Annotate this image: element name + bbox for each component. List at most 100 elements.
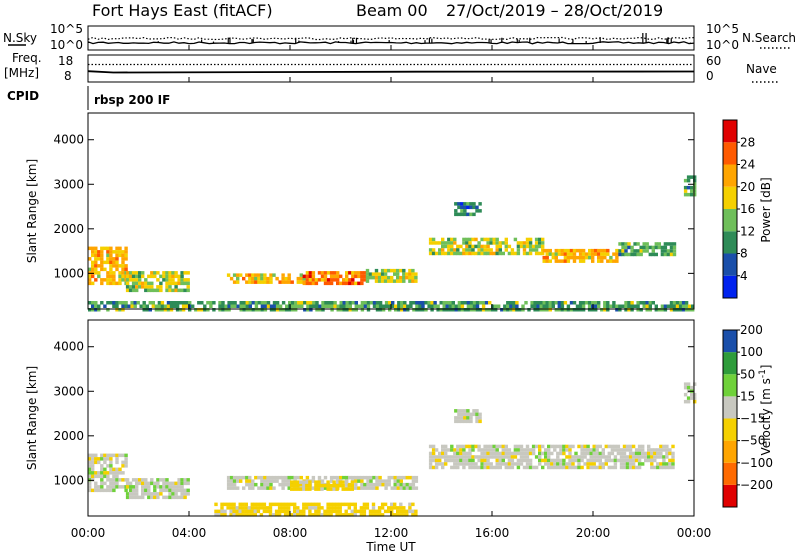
velocity-cell bbox=[631, 465, 636, 470]
velocity-cell bbox=[112, 471, 116, 475]
velocity-cell bbox=[214, 509, 218, 514]
power-cell bbox=[372, 304, 377, 308]
velocity-cell bbox=[411, 482, 416, 487]
velocity-cell bbox=[441, 451, 445, 456]
power-cell bbox=[272, 273, 276, 277]
velocity-cell bbox=[683, 399, 688, 404]
velocity-cell bbox=[365, 502, 370, 507]
velocity-cell bbox=[634, 455, 639, 459]
power-cell bbox=[375, 301, 380, 305]
velocity-cell bbox=[522, 458, 527, 463]
velocity-cell bbox=[390, 509, 394, 514]
power-cell bbox=[528, 248, 533, 252]
velocity-cell bbox=[311, 502, 315, 507]
power-cell bbox=[418, 301, 422, 305]
power-cell bbox=[106, 257, 110, 261]
velocity-cell bbox=[260, 486, 264, 490]
power-cell bbox=[534, 241, 539, 245]
power-cell bbox=[421, 304, 425, 308]
power-cell bbox=[135, 271, 139, 275]
power-cell bbox=[591, 252, 595, 256]
power-cell bbox=[686, 185, 691, 190]
velocity-cell bbox=[399, 502, 403, 507]
power-cell bbox=[539, 308, 543, 312]
velocity-cell bbox=[344, 509, 348, 514]
velocity-cell bbox=[510, 455, 515, 459]
power-cell bbox=[597, 252, 601, 256]
power-cell bbox=[522, 241, 527, 245]
velocity-cell bbox=[271, 513, 276, 517]
velocity-cell bbox=[296, 487, 300, 491]
power-cell bbox=[618, 249, 622, 253]
power-cell bbox=[88, 301, 92, 305]
power-cell bbox=[436, 304, 440, 308]
power-cell bbox=[330, 308, 334, 312]
power-cell bbox=[444, 251, 448, 256]
power-cell bbox=[118, 301, 122, 305]
power-cell bbox=[445, 304, 449, 308]
power-cell bbox=[690, 192, 694, 197]
velocity-cell bbox=[622, 451, 627, 456]
power-cell bbox=[691, 308, 695, 312]
power-cell bbox=[433, 304, 437, 308]
power-cell bbox=[691, 304, 695, 308]
velocity-cell bbox=[259, 513, 264, 517]
velocity-cell bbox=[308, 502, 312, 507]
velocity-cell bbox=[329, 487, 333, 491]
velocity-cell bbox=[393, 506, 397, 510]
velocity-cell bbox=[580, 444, 584, 449]
power-cell bbox=[218, 301, 222, 305]
velocity-cell bbox=[131, 478, 136, 482]
velocity-cell bbox=[483, 465, 487, 470]
velocity-cell bbox=[350, 513, 354, 517]
velocity-cell bbox=[174, 488, 178, 493]
power-cell bbox=[112, 301, 116, 305]
velocity-cell bbox=[311, 475, 316, 480]
power-cell bbox=[296, 276, 300, 281]
velocity-cell bbox=[293, 487, 297, 491]
velocity-cell bbox=[341, 487, 345, 491]
power-cell bbox=[360, 278, 364, 282]
velocity-cell bbox=[236, 479, 240, 483]
velocity-cell bbox=[362, 509, 367, 514]
velocity-cell bbox=[235, 506, 239, 510]
velocity-cell bbox=[637, 465, 642, 470]
power-cell bbox=[368, 275, 373, 280]
power-cell bbox=[660, 252, 665, 257]
power-cell bbox=[450, 237, 454, 242]
velocity-cell bbox=[345, 475, 349, 480]
velocity-cell bbox=[399, 482, 403, 487]
power-cell bbox=[627, 252, 631, 257]
velocity-cell bbox=[268, 513, 273, 517]
power-cell bbox=[581, 304, 586, 308]
power-cell bbox=[142, 304, 146, 308]
power-cell bbox=[342, 301, 346, 305]
power-cell bbox=[323, 278, 328, 282]
velocity-cell bbox=[186, 481, 190, 486]
power-cell bbox=[360, 271, 364, 275]
power-cell bbox=[257, 301, 262, 305]
power-cell bbox=[88, 274, 92, 279]
power-cell bbox=[171, 274, 175, 279]
power-cell bbox=[686, 175, 691, 179]
power-cell bbox=[519, 241, 524, 245]
velocity-cell bbox=[463, 409, 467, 413]
velocity-cell bbox=[323, 475, 328, 480]
power-cell bbox=[125, 285, 130, 289]
velocity-cell bbox=[659, 465, 663, 470]
power-cell bbox=[545, 301, 549, 305]
power-cell bbox=[323, 281, 328, 286]
power-cell bbox=[260, 280, 264, 284]
power-cell bbox=[630, 249, 634, 253]
power-cell bbox=[528, 237, 533, 242]
velocity-cell bbox=[380, 502, 385, 507]
power-cell bbox=[639, 301, 643, 305]
velocity-cell bbox=[335, 483, 339, 488]
power-cell bbox=[309, 308, 313, 312]
velocity-cell bbox=[250, 513, 254, 517]
velocity-cell bbox=[634, 448, 639, 452]
power-cell bbox=[569, 308, 574, 312]
velocity-cell bbox=[393, 502, 397, 507]
power-cell bbox=[477, 244, 481, 249]
power-cell bbox=[403, 301, 407, 305]
